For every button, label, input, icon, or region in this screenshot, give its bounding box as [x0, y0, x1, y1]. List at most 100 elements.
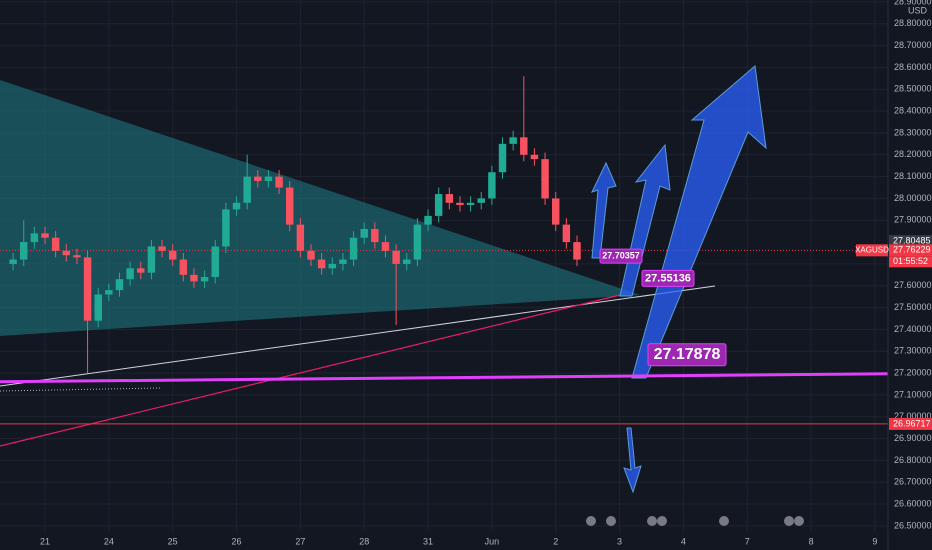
event-icon [719, 516, 729, 526]
price-label: 27.80485 [893, 235, 931, 245]
candle-body [51, 237, 60, 251]
event-icon [794, 516, 804, 526]
level-line [0, 372, 889, 384]
candle-body [285, 187, 294, 225]
event-icon [647, 516, 657, 526]
x-tick-label: 28 [359, 536, 369, 546]
x-tick-label: 25 [168, 536, 178, 546]
price-label-box [889, 417, 932, 430]
candle-body [445, 194, 454, 203]
price-label-box [889, 235, 932, 248]
candle-body [20, 242, 28, 260]
arrow [631, 65, 767, 379]
candle-body [158, 246, 166, 251]
y-tick-label: 28.20000 [894, 149, 932, 159]
candle-layer [9, 76, 581, 374]
y-tick-label: 28.90000 [894, 0, 932, 6]
candle-body [466, 202, 475, 205]
symbol-label: XAGUSD [855, 245, 889, 254]
candle-body [339, 259, 347, 264]
candle-body [403, 259, 411, 264]
x-tick-label: 26 [232, 536, 242, 546]
y-tick-label: 26.60000 [894, 498, 932, 508]
candle-body [477, 198, 485, 203]
candle-body [115, 279, 124, 291]
candle-body [562, 224, 571, 243]
candle-body [413, 224, 422, 260]
candle-body [349, 237, 358, 260]
event-icon [586, 516, 596, 526]
y-tick-label: 28.10000 [894, 171, 932, 181]
event-icon [657, 516, 667, 526]
x-tick-label: 2 [553, 536, 558, 546]
x-tick-label: 21 [40, 536, 50, 546]
x-tick-label: 24 [104, 536, 114, 546]
candle-body [371, 228, 379, 243]
annotation-label: 27.55136 [645, 272, 691, 284]
events [586, 516, 804, 526]
candle-body [211, 246, 219, 278]
candle-body [222, 209, 230, 247]
candle-body [573, 242, 581, 260]
candle-body [488, 172, 496, 199]
candle-body [307, 250, 315, 260]
x-tick-label: 31 [423, 536, 433, 546]
y-tick-label: 27.30000 [894, 346, 932, 356]
x-tick-label: 3 [617, 536, 622, 546]
candle-body [551, 198, 560, 225]
y-tick-label: 28.80000 [894, 18, 932, 28]
y-tick-label: 27.90000 [894, 215, 932, 225]
y-tick-label: 28.40000 [894, 105, 932, 115]
candle-body [434, 194, 443, 216]
x-tick-label: 8 [809, 536, 814, 546]
y-tick-label: 26.90000 [894, 433, 932, 443]
x-tick-label: 27 [295, 536, 305, 546]
y-tick-label: 27.20000 [894, 367, 932, 377]
annotation-box [641, 269, 695, 287]
y-tick-label: 27.60000 [894, 280, 932, 290]
countdown: 01:55:52 [893, 256, 928, 266]
candle-body [137, 268, 145, 273]
candle-body [328, 263, 337, 269]
candle-body [254, 176, 262, 181]
currency-label: USD [908, 5, 928, 15]
candle-body [147, 246, 156, 273]
y-tick-label: 28.60000 [894, 62, 932, 72]
y-tick-label: 27.00000 [894, 411, 932, 421]
candle-body [541, 159, 549, 199]
y-tick-label: 27.40000 [894, 324, 932, 334]
y-tick-label: 26.50000 [894, 520, 932, 530]
candle-body [105, 290, 113, 295]
candle-body [360, 228, 368, 238]
y-tick-label: 28.70000 [894, 40, 932, 50]
y-tick-label: 28.30000 [894, 127, 932, 137]
x-tick-label: 7 [745, 536, 750, 546]
candle-body [424, 215, 432, 225]
triangle-drawing [0, 80, 640, 336]
candle-body [296, 224, 305, 251]
candle-body [73, 255, 81, 258]
candle-body [9, 259, 17, 264]
y-tick-label: 28.50000 [894, 84, 932, 94]
y-tick-label: 28.00000 [894, 193, 932, 203]
arrow [591, 161, 617, 259]
price-label-box [889, 244, 932, 257]
annotation-label: 27.17878 [654, 346, 721, 363]
y-tick-label: 27.50000 [894, 302, 932, 312]
price-axis [888, 0, 932, 550]
candle-body [275, 176, 283, 188]
candle-body [179, 259, 188, 275]
y-tick-label: 27.10000 [894, 389, 932, 399]
candle-body [317, 259, 326, 269]
candle-body [530, 154, 539, 160]
arrow [623, 427, 642, 494]
trend-line [0, 294, 621, 447]
candle-body [243, 176, 251, 203]
candle-body [41, 233, 49, 238]
candle-body [200, 277, 209, 282]
event-icon [784, 516, 794, 526]
candle-body [498, 143, 507, 173]
candle-body [94, 294, 102, 321]
